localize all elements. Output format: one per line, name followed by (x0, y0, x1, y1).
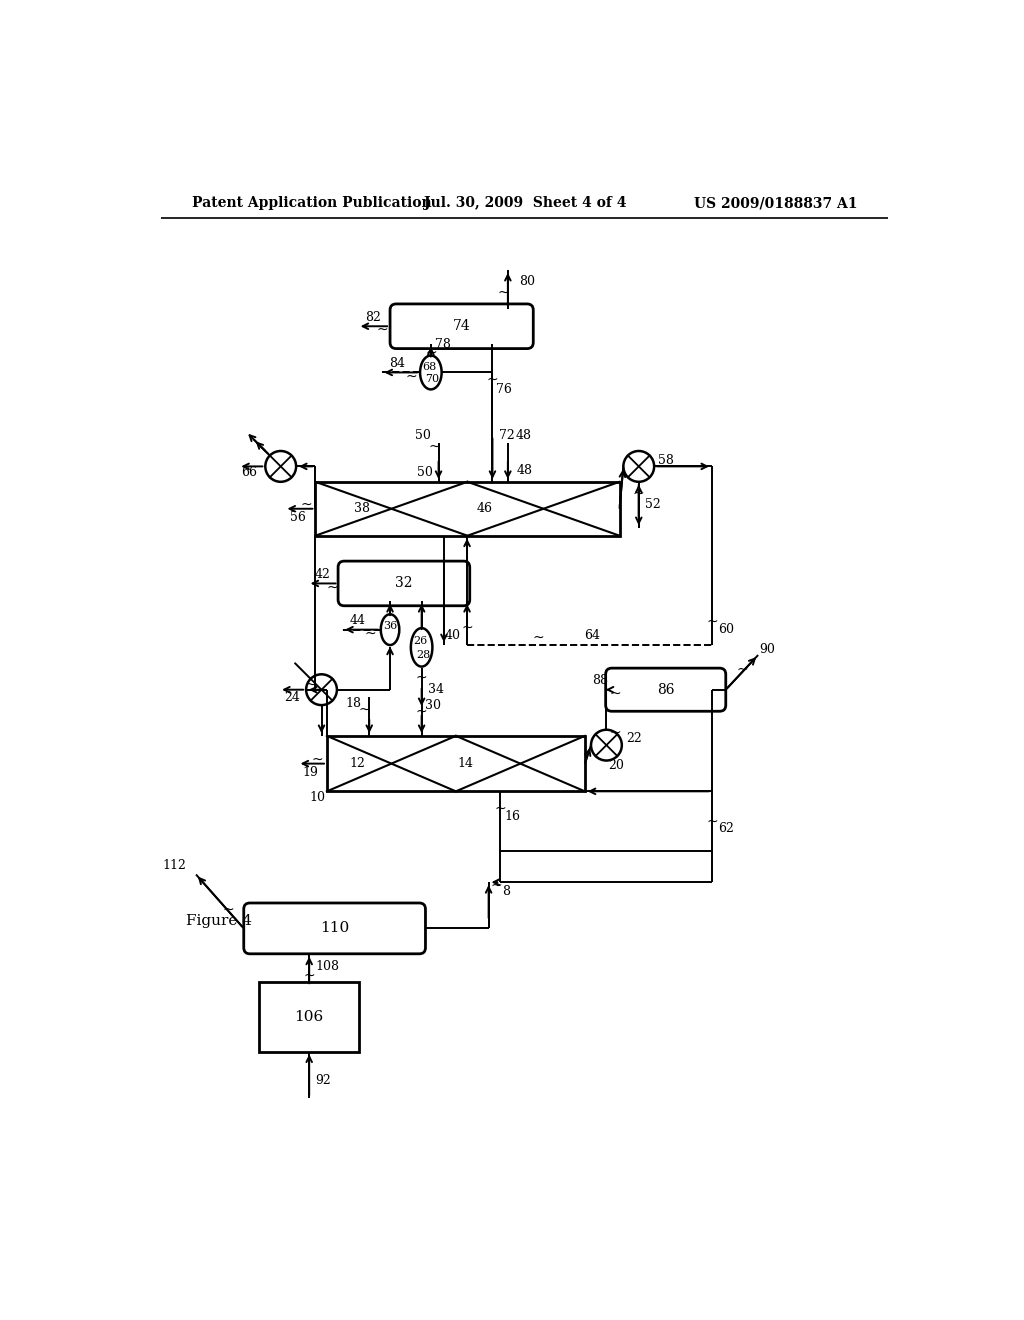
Text: ~: ~ (377, 323, 388, 337)
Text: ~: ~ (222, 903, 234, 917)
Text: ~: ~ (416, 705, 427, 718)
Text: 46: 46 (477, 502, 493, 515)
Text: 18: 18 (345, 697, 361, 710)
Text: 28: 28 (416, 649, 430, 660)
Text: ~: ~ (406, 370, 417, 383)
Text: 64: 64 (585, 630, 600, 643)
Text: ~: ~ (707, 615, 718, 628)
Text: Patent Application Publication: Patent Application Publication (193, 197, 432, 210)
Text: ~: ~ (312, 752, 324, 767)
Text: ~: ~ (425, 346, 436, 359)
Text: 24: 24 (284, 690, 300, 704)
Text: 10: 10 (309, 791, 326, 804)
Text: ~: ~ (498, 286, 509, 300)
Text: ~: ~ (428, 440, 439, 454)
Text: 84: 84 (389, 356, 404, 370)
Text: ~: ~ (365, 627, 376, 640)
Text: ~: ~ (486, 372, 499, 387)
Text: US 2009/0188837 A1: US 2009/0188837 A1 (694, 197, 857, 210)
Text: 50: 50 (417, 466, 432, 479)
Text: 58: 58 (658, 454, 674, 467)
Text: 82: 82 (366, 310, 381, 323)
Text: 16: 16 (505, 810, 521, 824)
Text: 86: 86 (657, 682, 675, 697)
Text: 42: 42 (315, 568, 331, 581)
Text: 78: 78 (435, 338, 452, 351)
Bar (315, 482, 620, 536)
Text: ~: ~ (490, 879, 502, 894)
Text: 48: 48 (515, 429, 531, 442)
Text: 20: 20 (608, 759, 624, 772)
Text: 112: 112 (163, 859, 186, 871)
Text: 34: 34 (428, 684, 443, 696)
Text: 106: 106 (295, 1010, 324, 1024)
Text: 110: 110 (319, 921, 349, 936)
Text: 66: 66 (242, 466, 258, 479)
Text: 62: 62 (718, 822, 734, 834)
Text: 88: 88 (592, 675, 608, 686)
Text: 40: 40 (444, 630, 461, 643)
Text: ~: ~ (300, 498, 312, 512)
Text: 12: 12 (350, 758, 366, 770)
Text: 30: 30 (425, 698, 441, 711)
Text: 8: 8 (502, 884, 510, 898)
Text: 80: 80 (519, 275, 536, 288)
Text: ~: ~ (532, 631, 545, 644)
Text: ~: ~ (327, 581, 338, 594)
Text: ~: ~ (633, 486, 644, 500)
Text: 56: 56 (291, 511, 306, 524)
Text: ~: ~ (416, 671, 427, 685)
Bar (327, 737, 585, 792)
Text: 19: 19 (302, 767, 317, 779)
Text: ~: ~ (305, 678, 316, 692)
Text: ~: ~ (461, 620, 473, 635)
Bar (259, 982, 359, 1052)
Text: 32: 32 (395, 577, 413, 590)
Text: 60: 60 (718, 623, 734, 636)
Text: Jul. 30, 2009  Sheet 4 of 4: Jul. 30, 2009 Sheet 4 of 4 (424, 197, 626, 210)
Text: 90: 90 (760, 643, 775, 656)
Text: Figure 4: Figure 4 (186, 913, 252, 928)
Text: 92: 92 (315, 1074, 331, 1088)
Text: 26: 26 (413, 636, 427, 647)
Text: 22: 22 (627, 733, 642, 746)
Text: ~: ~ (610, 686, 622, 701)
Text: ~: ~ (707, 816, 718, 829)
Text: ~: ~ (303, 969, 315, 983)
Text: 52: 52 (645, 499, 660, 511)
Text: 50: 50 (415, 429, 431, 442)
Text: ~: ~ (737, 663, 749, 677)
Text: 48: 48 (517, 463, 534, 477)
Text: 38: 38 (353, 502, 370, 515)
Text: 74: 74 (453, 319, 471, 333)
Text: ~: ~ (358, 702, 371, 717)
Text: 76: 76 (497, 383, 512, 396)
Text: 36: 36 (383, 620, 397, 631)
Text: 70: 70 (425, 375, 439, 384)
Text: 108: 108 (315, 961, 339, 973)
Text: 14: 14 (458, 758, 473, 770)
Text: 44: 44 (350, 614, 366, 627)
Text: ~: ~ (610, 726, 622, 739)
Text: 68: 68 (422, 362, 436, 372)
Text: ~: ~ (495, 803, 506, 816)
Text: 72: 72 (499, 429, 514, 442)
